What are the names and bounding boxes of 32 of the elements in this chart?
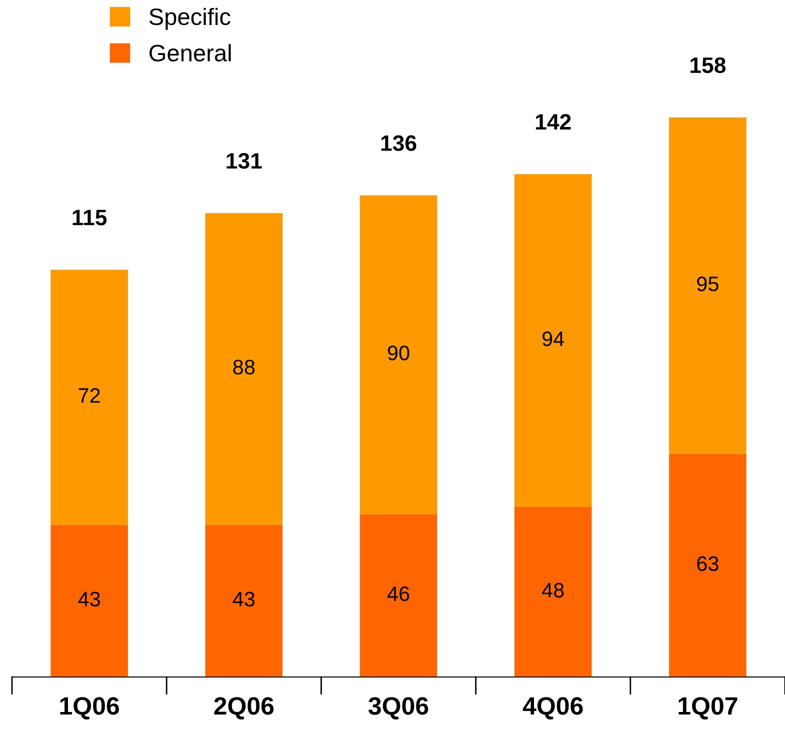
total-label: 136 <box>381 135 416 152</box>
total-label: 131 <box>226 152 262 169</box>
bar <box>205 213 283 525</box>
data-label: 95 <box>697 276 718 292</box>
bar <box>360 514 438 677</box>
bar <box>50 270 128 525</box>
bar <box>669 454 746 677</box>
bar <box>205 524 283 677</box>
data-label: 90 <box>388 346 410 360</box>
data-label: 88 <box>233 360 255 375</box>
data-label: 46 <box>387 586 410 602</box>
data-label: 43 <box>78 592 100 606</box>
total-label: 115 <box>72 210 107 226</box>
bar <box>669 117 746 454</box>
bar <box>514 507 592 677</box>
total-label: 142 <box>536 114 571 130</box>
bar <box>50 524 128 677</box>
total-label: 158 <box>690 57 726 74</box>
x-tick-label: 3Q06 <box>368 697 428 720</box>
data-label: 48 <box>542 582 564 598</box>
x-tick-label: 2Q06 <box>214 697 274 720</box>
legend-label: Specific <box>149 8 230 30</box>
legend-label: General <box>150 44 231 62</box>
data-label: 72 <box>78 388 100 403</box>
x-tick-label: 1Q06 <box>60 697 119 720</box>
data-label: 94 <box>542 331 564 346</box>
data-label: 63 <box>697 556 718 572</box>
bar <box>360 195 438 514</box>
x-tick-label: 1Q07 <box>678 697 738 720</box>
bar <box>514 174 592 508</box>
x-tick-label: 4Q06 <box>522 697 583 720</box>
data-label: 43 <box>232 592 255 606</box>
